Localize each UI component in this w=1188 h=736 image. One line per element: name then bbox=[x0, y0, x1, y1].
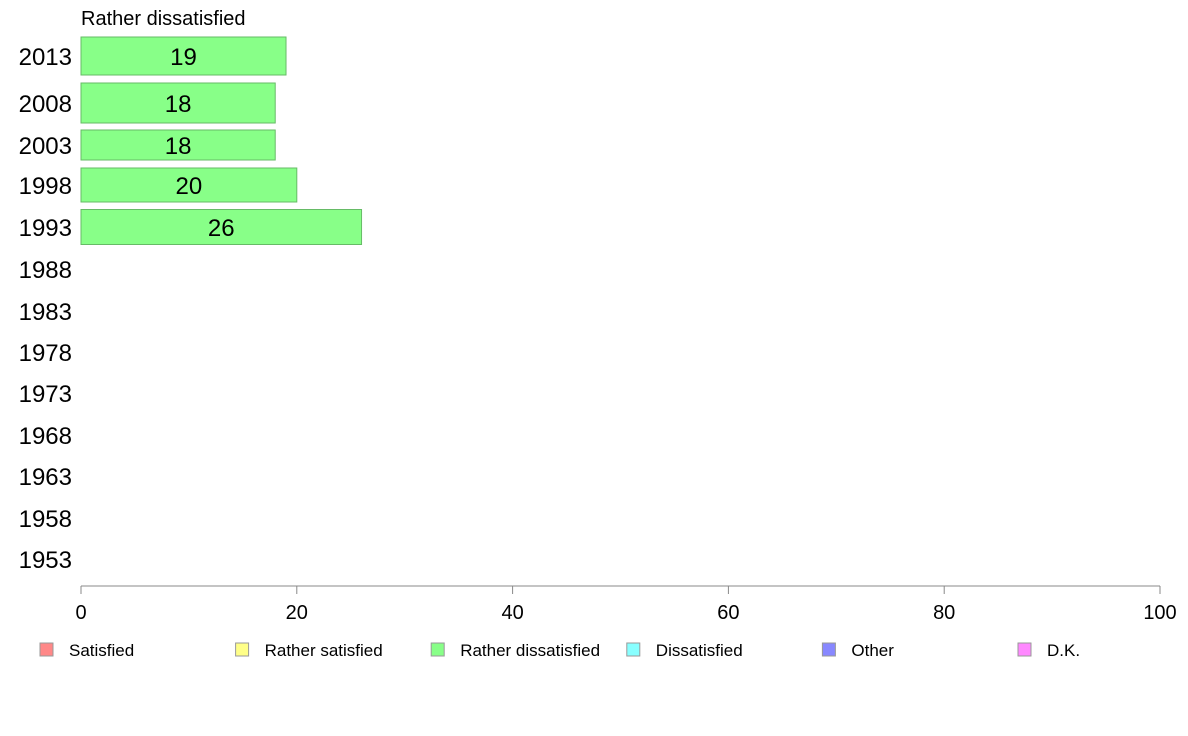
x-axis-tick-label: 20 bbox=[286, 602, 308, 624]
legend-swatch bbox=[821, 642, 836, 657]
bar-value-label: 26 bbox=[208, 215, 235, 242]
bar bbox=[80, 82, 276, 124]
y-axis-label: 1958 bbox=[19, 506, 72, 533]
y-axis-label: 2003 bbox=[19, 133, 72, 160]
x-axis-tick-label: 0 bbox=[75, 602, 86, 624]
y-axis-label: 1968 bbox=[19, 423, 72, 450]
y-axis-label: 1988 bbox=[19, 257, 72, 284]
y-axis-label: 1978 bbox=[19, 340, 72, 367]
chart-title: Rather dissatisfied bbox=[81, 8, 246, 30]
x-axis-tick-label: 100 bbox=[1143, 602, 1176, 624]
bar bbox=[80, 129, 276, 161]
x-axis-tick-label: 80 bbox=[933, 602, 955, 624]
y-axis-label: 1973 bbox=[19, 381, 72, 408]
legend-label: D.K. bbox=[1047, 641, 1080, 660]
legend-swatch bbox=[235, 642, 250, 657]
bar bbox=[80, 167, 298, 203]
legend-label: Other bbox=[851, 641, 894, 660]
x-axis-tick-label: 60 bbox=[717, 602, 739, 624]
y-axis-label: 1998 bbox=[19, 173, 72, 200]
bar bbox=[80, 36, 287, 76]
y-axis-label: 1953 bbox=[19, 547, 72, 574]
legend-label: Satisfied bbox=[69, 641, 134, 660]
legend-swatch bbox=[1017, 642, 1032, 657]
legend-swatch bbox=[430, 642, 445, 657]
legend-swatch bbox=[39, 642, 54, 657]
y-axis-label: 2008 bbox=[19, 91, 72, 118]
bar-value-label: 18 bbox=[165, 91, 192, 118]
y-axis-label: 2013 bbox=[19, 44, 72, 71]
y-axis-label: 1963 bbox=[19, 464, 72, 491]
x-axis: 0 20 40 60 80 100 bbox=[75, 585, 1177, 624]
bar-value-label: 20 bbox=[176, 173, 203, 200]
y-axis-labels: 2013 2008 2003 1998 1993 1988 1983 1978 1973 1968… bbox=[19, 44, 72, 574]
x-axis-tick-label: 40 bbox=[501, 602, 523, 624]
y-axis-label: 1993 bbox=[19, 215, 72, 242]
legend-label: Rather dissatisfied bbox=[460, 641, 600, 660]
y-axis-label: 1983 bbox=[19, 299, 72, 326]
legend-label: Rather satisfied bbox=[265, 641, 383, 660]
bar-value-label: 19 bbox=[170, 44, 197, 71]
legend-swatch bbox=[626, 642, 641, 657]
legend-label: Dissatisfied bbox=[656, 641, 743, 660]
bar-value-label: 18 bbox=[165, 133, 192, 160]
bar bbox=[80, 209, 363, 245]
legend: Satisfied Rather satisfied Rather dissatis… bbox=[39, 641, 1080, 660]
